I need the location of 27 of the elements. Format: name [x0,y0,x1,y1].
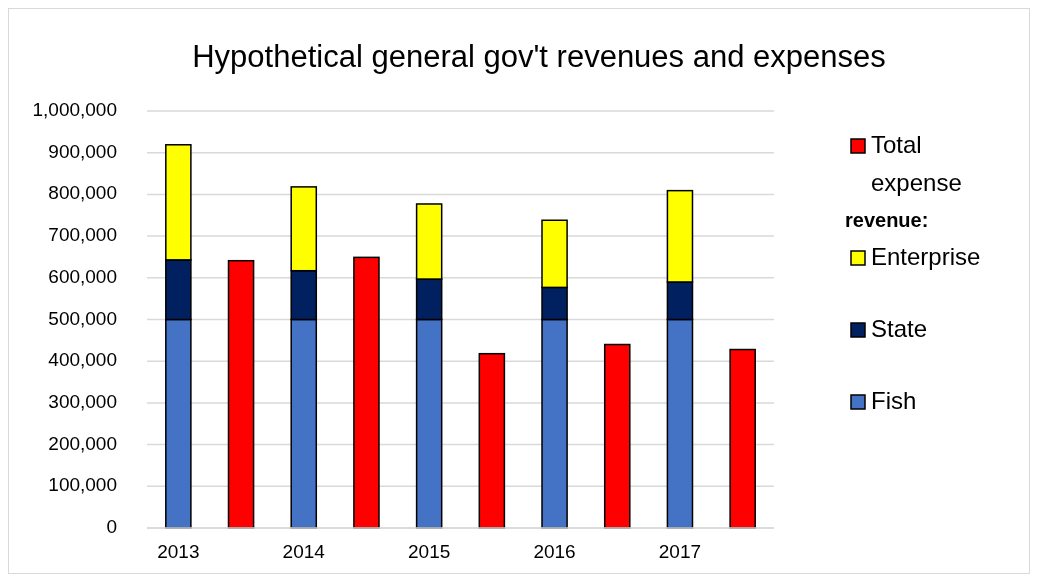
y-tick-label: 0 [106,516,117,538]
y-tick-label: 900,000 [48,140,117,162]
y-tick-label: 600,000 [48,265,117,287]
x-tick-label: 2015 [408,541,451,562]
bar [729,348,756,529]
x-tick-label: 2014 [282,541,326,562]
bar [353,256,380,529]
x-tick-label: 2017 [658,541,702,562]
x-tick-label: 2016 [533,541,576,562]
y-tick-label: 300,000 [48,390,117,412]
legend-label: State [871,315,928,343]
x-tick-label: 2013 [157,541,200,562]
legend-label: Total expense [871,131,962,197]
y-tick-label: 800,000 [48,182,117,204]
y-tick-label: 100,000 [48,474,117,496]
chart-title: Hypothetical general gov't revenues and expenses [192,39,886,74]
bar [227,259,255,529]
y-tick-label: 200,000 [48,432,117,454]
legend-title: revenue: [845,209,929,232]
y-tick-label: 400,000 [48,349,117,371]
y-tick-label: 1,000,000 [32,99,117,121]
bar [603,343,631,529]
legend-label: Enterprise [871,243,981,271]
legend-label: Fish [871,387,917,415]
y-tick-label: 700,000 [48,224,117,246]
bar [478,352,506,529]
y-tick-label: 500,000 [48,307,117,329]
